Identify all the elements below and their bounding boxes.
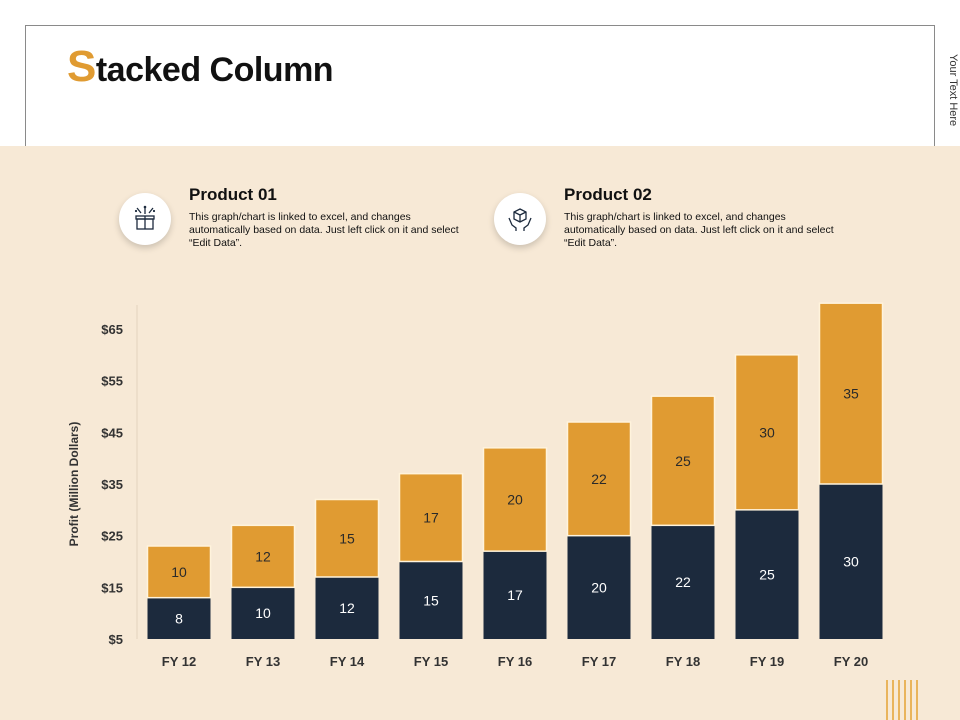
bar-segment-series-1 xyxy=(567,535,631,639)
data-label-series-1: 8 xyxy=(175,610,183,626)
y-tick-label: $45 xyxy=(101,425,123,440)
product-02-title: Product 02 xyxy=(564,185,652,204)
data-label-series-2: 10 xyxy=(171,564,187,580)
y-tick-label: $55 xyxy=(101,374,123,389)
y-tick-label: $5 xyxy=(109,632,123,647)
product-01-icon-badge xyxy=(119,193,171,245)
y-tick-label: $65 xyxy=(101,322,123,337)
data-label-series-1: 17 xyxy=(507,587,523,603)
x-tick-label: FY 19 xyxy=(750,654,784,669)
decorative-stripes xyxy=(886,680,918,720)
x-tick-label: FY 13 xyxy=(246,654,280,669)
product-02-description: This graph/chart is linked to excel, and… xyxy=(564,211,834,249)
data-label-series-1: 10 xyxy=(255,605,271,621)
data-label-series-2: 22 xyxy=(591,471,607,487)
x-tick-label: FY 14 xyxy=(330,654,365,669)
data-label-series-1: 20 xyxy=(591,579,607,595)
gift-box-icon xyxy=(134,205,156,230)
bar-segment-series-1 xyxy=(483,551,547,639)
product-02-icon-badge xyxy=(494,193,546,245)
data-label-series-2: 12 xyxy=(255,548,271,564)
bar-segment-series-1 xyxy=(147,597,211,639)
title-initial: S xyxy=(67,42,96,91)
bar-segment-series-1 xyxy=(315,577,379,639)
x-tick-label: FY 17 xyxy=(582,654,616,669)
data-label-series-2: 30 xyxy=(759,424,775,440)
bar-segment-series-2 xyxy=(482,447,548,552)
product-01-title: Product 01 xyxy=(189,185,277,204)
y-tick-label: $35 xyxy=(101,477,123,492)
data-label-series-2: 15 xyxy=(339,530,355,546)
bar-segment-series-1 xyxy=(651,525,715,639)
bar-segment-series-1 xyxy=(231,587,295,639)
x-tick-label: FY 18 xyxy=(666,654,700,669)
product-01-description: This graph/chart is linked to excel, and… xyxy=(189,211,459,249)
title-rest: tacked Column xyxy=(95,51,334,89)
data-label-series-2: 25 xyxy=(675,453,691,469)
data-label-series-2: 17 xyxy=(423,510,439,526)
data-label-series-2: 35 xyxy=(843,386,859,402)
bar-segment-series-1 xyxy=(819,484,883,639)
data-label-series-1: 22 xyxy=(675,574,691,590)
data-label-series-1: 25 xyxy=(759,566,775,582)
data-label-series-1: 15 xyxy=(423,592,439,608)
x-tick-label: FY 16 xyxy=(498,654,532,669)
data-label-series-1: 30 xyxy=(843,554,859,570)
y-tick-label: $15 xyxy=(101,580,123,595)
y-axis-title: Profit (Million Dollars) xyxy=(67,422,81,547)
bar-segment-series-2 xyxy=(650,395,716,527)
bar-segment-series-1 xyxy=(735,509,799,639)
data-label-series-1: 12 xyxy=(339,600,355,616)
bar-segment-series-1 xyxy=(399,561,463,639)
box-in-hands-icon xyxy=(508,208,532,231)
bar-segment-series-2 xyxy=(146,545,212,599)
data-label-series-2: 20 xyxy=(507,492,523,508)
bar-segment-series-2 xyxy=(398,472,464,563)
x-tick-label: FY 15 xyxy=(414,654,448,669)
page-title: Stacked Column xyxy=(67,42,334,92)
x-tick-label: FY 12 xyxy=(162,654,196,669)
bar-segment-series-2 xyxy=(566,421,632,537)
x-tick-label: FY 20 xyxy=(834,654,868,669)
bar-segment-series-2 xyxy=(314,498,380,578)
bar-segment-series-2 xyxy=(734,354,800,511)
header-frame xyxy=(25,25,935,150)
bar-segment-series-2 xyxy=(230,524,296,589)
side-text: Your Text Here xyxy=(947,54,959,127)
bar-segment-series-2 xyxy=(818,302,884,485)
y-tick-label: $25 xyxy=(101,529,123,544)
